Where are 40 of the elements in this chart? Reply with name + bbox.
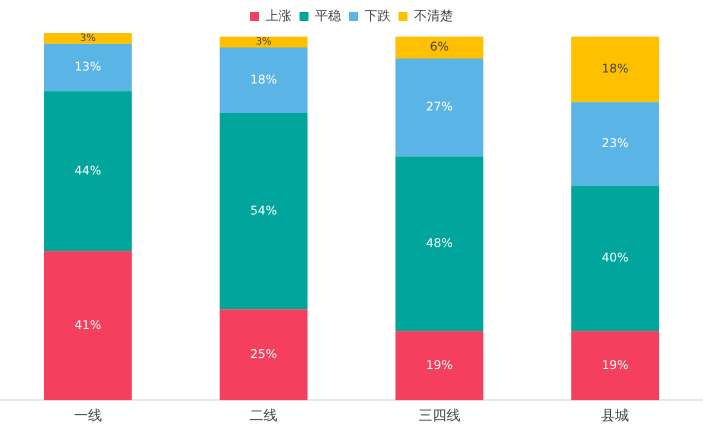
x-tick-label: 二线 (250, 408, 278, 424)
bar (571, 102, 660, 186)
data-label: 3% (256, 36, 272, 48)
data-label: 54% (250, 203, 277, 218)
bar (395, 331, 484, 400)
legend-label: 平稳 (315, 8, 341, 24)
bar (571, 186, 660, 332)
data-label: 41% (74, 318, 102, 332)
legend-label: 不清楚 (414, 8, 453, 24)
data-label: 48% (426, 236, 453, 250)
legend-label: 下跌 (364, 8, 390, 24)
data-label: 18% (250, 72, 277, 86)
bar (220, 48, 308, 113)
data-label: 13% (74, 60, 102, 74)
bar (395, 36, 484, 58)
bar (220, 36, 308, 48)
bar (44, 251, 132, 400)
data-label: 40% (602, 250, 628, 265)
data-label: 27% (426, 100, 453, 114)
x-tick-label: 县城 (601, 408, 630, 424)
data-label: 23% (602, 136, 628, 150)
data-label: 25% (250, 346, 277, 361)
bar (220, 112, 308, 310)
legend-label: 上涨 (266, 8, 292, 24)
bar (44, 91, 132, 252)
x-tick-label: 三四线 (418, 408, 460, 424)
bar (571, 36, 660, 102)
data-label: 44% (74, 163, 102, 178)
data-label: 3% (80, 33, 96, 44)
bar (395, 156, 484, 332)
bar (44, 33, 132, 44)
data-label: 18% (602, 61, 628, 76)
bar (44, 44, 132, 92)
data-label: 19% (602, 358, 628, 372)
data-label: 6% (430, 40, 449, 54)
bar (220, 309, 308, 400)
bar (571, 331, 660, 400)
bar (395, 58, 484, 157)
x-tick-label: 一线 (74, 408, 102, 424)
data-label: 19% (426, 358, 453, 372)
